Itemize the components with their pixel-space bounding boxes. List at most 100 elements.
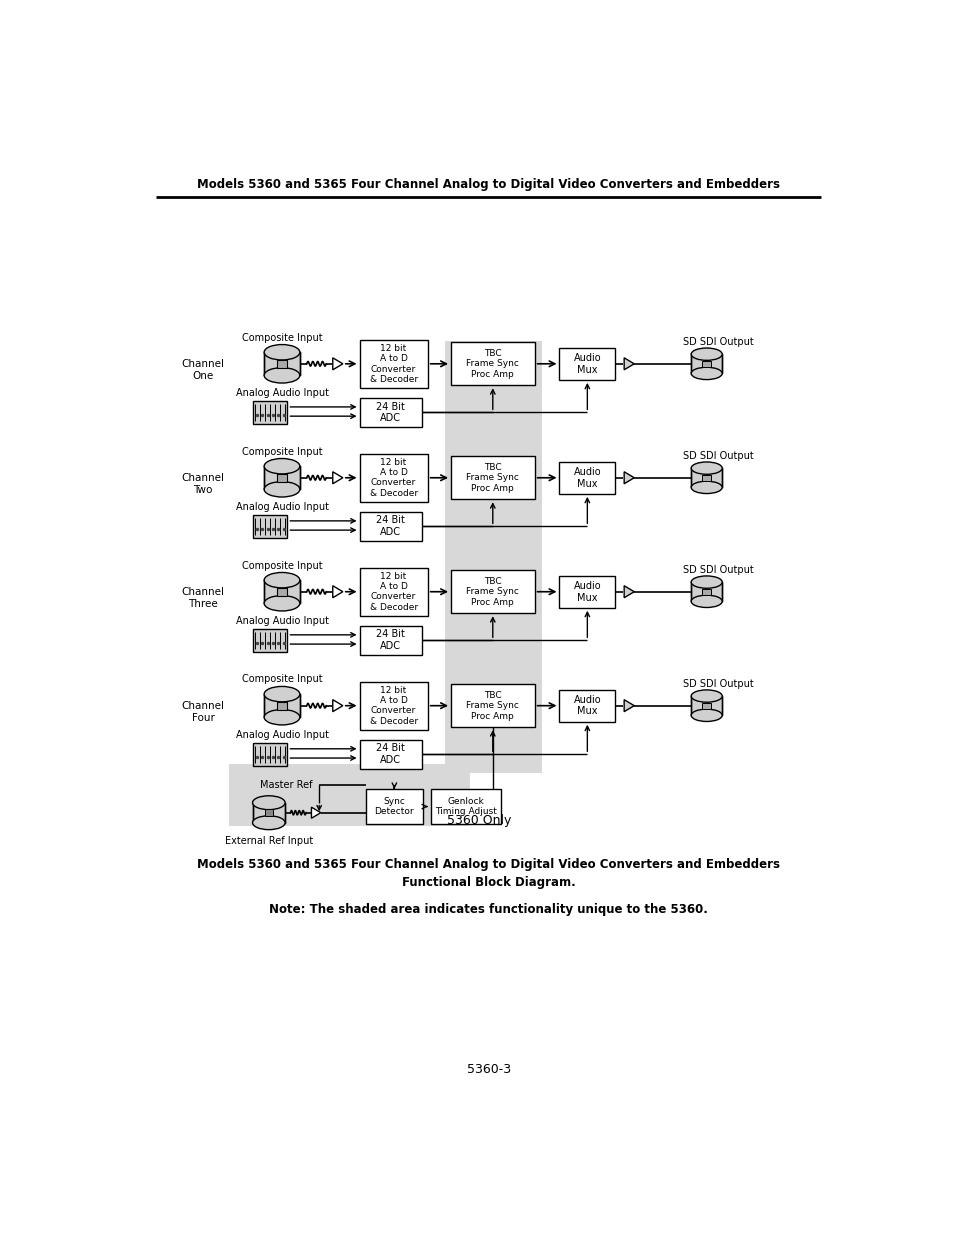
Text: 24 Bit
ADC: 24 Bit ADC <box>375 401 404 424</box>
Bar <box>691 697 721 715</box>
Bar <box>444 341 542 773</box>
Text: Composite Input: Composite Input <box>241 447 322 457</box>
Text: 12 bit
A to D
Converter
& Decoder: 12 bit A to D Converter & Decoder <box>369 685 417 726</box>
Text: 12 bit
A to D
Converter
& Decoder: 12 bit A to D Converter & Decoder <box>369 343 417 384</box>
Bar <box>253 803 285 823</box>
Bar <box>264 466 299 489</box>
Text: External Ref Input: External Ref Input <box>225 836 313 846</box>
Text: 12 bit
A to D
Converter
& Decoder: 12 bit A to D Converter & Decoder <box>369 572 417 611</box>
Bar <box>431 789 500 824</box>
Ellipse shape <box>691 367 721 379</box>
Bar <box>701 589 710 595</box>
Text: Channel
Four: Channel Four <box>181 701 224 722</box>
Bar <box>451 456 534 499</box>
Ellipse shape <box>691 595 721 608</box>
Text: Audio
Mux: Audio Mux <box>573 353 600 374</box>
Text: Audio
Mux: Audio Mux <box>573 467 600 489</box>
Bar <box>691 468 721 488</box>
Bar <box>359 568 427 615</box>
Text: Channel
Three: Channel Three <box>181 587 224 609</box>
Text: Composite Input: Composite Input <box>241 332 322 342</box>
Text: Note: The shaded area indicates functionality unique to the 5360.: Note: The shaded area indicates function… <box>269 903 708 916</box>
Bar <box>359 454 427 501</box>
Bar <box>276 701 287 710</box>
Bar <box>264 580 299 603</box>
Text: Analog Audio Input: Analog Audio Input <box>235 501 328 513</box>
Polygon shape <box>333 700 342 711</box>
Text: Audio
Mux: Audio Mux <box>573 695 600 716</box>
Bar <box>359 626 421 655</box>
Bar <box>359 511 421 541</box>
Bar <box>264 352 299 375</box>
Polygon shape <box>333 358 342 369</box>
Ellipse shape <box>253 795 285 810</box>
Text: Composite Input: Composite Input <box>241 561 322 571</box>
Ellipse shape <box>691 462 721 474</box>
Bar <box>359 682 427 730</box>
Text: SD SDI Output: SD SDI Output <box>682 337 753 347</box>
Ellipse shape <box>253 816 285 830</box>
Text: Models 5360 and 5365 Four Channel Analog to Digital Video Converters and Embedde: Models 5360 and 5365 Four Channel Analog… <box>197 858 780 871</box>
Text: Analog Audio Input: Analog Audio Input <box>235 388 328 398</box>
Text: Master Ref: Master Ref <box>260 781 313 790</box>
Polygon shape <box>623 585 634 598</box>
Bar <box>264 694 299 718</box>
Polygon shape <box>333 585 342 598</box>
Ellipse shape <box>264 710 299 725</box>
Ellipse shape <box>264 345 299 359</box>
Text: TBC
Frame Sync
Proc Amp: TBC Frame Sync Proc Amp <box>466 463 518 493</box>
Bar <box>359 340 427 388</box>
Ellipse shape <box>691 576 721 588</box>
Text: Sync
Detector: Sync Detector <box>375 797 414 816</box>
Bar <box>253 515 287 537</box>
Bar <box>264 809 273 816</box>
Ellipse shape <box>264 595 299 611</box>
Polygon shape <box>623 358 634 369</box>
Bar <box>558 576 615 608</box>
Text: Genlock
Timing Adjust: Genlock Timing Adjust <box>435 797 497 816</box>
Text: SD SDI Output: SD SDI Output <box>682 679 753 689</box>
Text: TBC
Frame Sync
Proc Amp: TBC Frame Sync Proc Amp <box>466 350 518 379</box>
Bar <box>276 474 287 482</box>
Polygon shape <box>333 472 342 484</box>
Ellipse shape <box>691 709 721 721</box>
Text: Composite Input: Composite Input <box>241 674 322 684</box>
Bar <box>691 354 721 373</box>
Bar <box>276 588 287 595</box>
Bar <box>701 361 710 367</box>
Ellipse shape <box>264 687 299 701</box>
Text: SD SDI Output: SD SDI Output <box>682 451 753 461</box>
Text: TBC
Frame Sync
Proc Amp: TBC Frame Sync Proc Amp <box>466 690 518 720</box>
Text: Audio
Mux: Audio Mux <box>573 580 600 603</box>
Bar <box>701 703 710 709</box>
Text: Channel
One: Channel One <box>181 359 224 380</box>
Polygon shape <box>623 700 634 711</box>
Bar <box>558 689 615 721</box>
Bar <box>229 764 469 826</box>
Text: 24 Bit
ADC: 24 Bit ADC <box>375 743 404 764</box>
Text: SD SDI Output: SD SDI Output <box>682 564 753 574</box>
Polygon shape <box>623 472 634 484</box>
Bar <box>701 474 710 480</box>
Text: 24 Bit
ADC: 24 Bit ADC <box>375 515 404 537</box>
Bar <box>451 342 534 385</box>
Bar <box>359 740 421 769</box>
Bar <box>558 462 615 494</box>
Text: 5360 Only: 5360 Only <box>447 814 511 827</box>
Ellipse shape <box>264 482 299 496</box>
Text: Channel
Two: Channel Two <box>181 473 224 495</box>
Bar <box>451 571 534 614</box>
Bar <box>365 789 422 824</box>
Ellipse shape <box>691 690 721 703</box>
Ellipse shape <box>264 368 299 383</box>
Text: Functional Block Diagram.: Functional Block Diagram. <box>401 876 576 888</box>
Bar <box>253 742 287 766</box>
Bar <box>359 398 421 427</box>
Text: Analog Audio Input: Analog Audio Input <box>235 616 328 626</box>
Text: 5360-3: 5360-3 <box>466 1063 511 1077</box>
Bar <box>276 359 287 368</box>
Ellipse shape <box>264 458 299 474</box>
Text: 24 Bit
ADC: 24 Bit ADC <box>375 630 404 651</box>
Polygon shape <box>311 808 320 819</box>
Bar <box>451 684 534 727</box>
